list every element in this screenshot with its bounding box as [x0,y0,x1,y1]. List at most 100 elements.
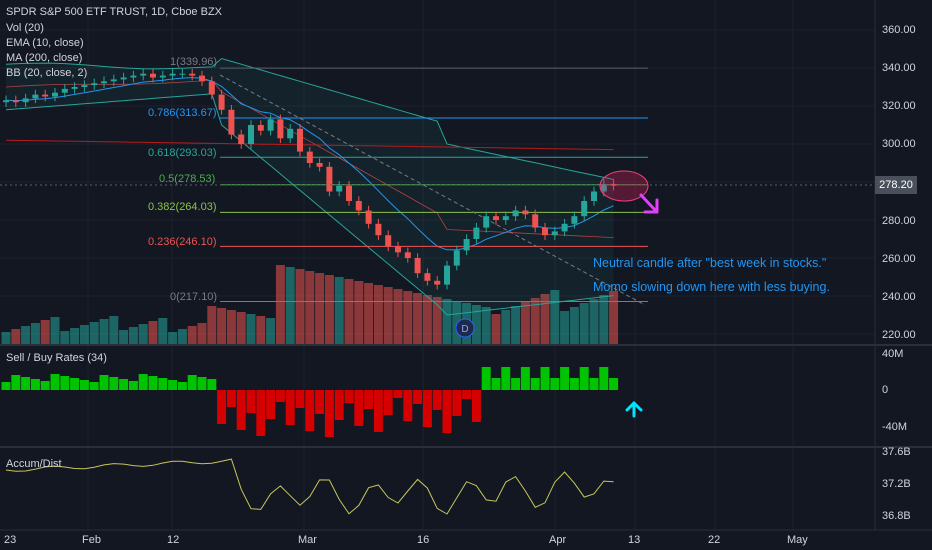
candle-body [581,201,588,217]
candle-body [571,216,578,224]
candle-body [502,216,509,220]
fib-label-0236: 0.236(246.10) [148,236,217,248]
sell-buy-bar [40,381,50,390]
volume-bar [138,324,148,344]
sell-buy-bar [89,382,99,390]
indicator-ema[interactable]: EMA (10, close) [6,37,84,49]
candle-body [561,223,568,232]
candle-body [395,246,401,253]
candle-body [297,128,303,152]
sell-buy-bar [109,377,119,390]
bollinger-upper-line [5,57,614,180]
sell-buy-bar [569,378,579,390]
sell-buy-bar [501,367,511,390]
candle-body [22,98,29,103]
sell-buy-bar [334,390,344,420]
sell-buy-bar [452,390,462,416]
candle-body [159,75,166,78]
ema10-line [5,77,614,251]
indicator-sell-buy[interactable]: Sell / Buy Rates (34) [6,352,107,364]
sell-buy-bar [471,390,481,422]
sell-buy-bar [246,390,256,413]
candle-body [532,214,539,228]
bollinger-band-fill [6,58,614,315]
annotation-momo-slowing[interactable]: Momo slowing down here with less buying. [593,280,830,294]
fib-trend-line [219,74,646,306]
symbol-title[interactable]: SPDR S&P 500 ETF TRUST, 1D, Cboe BZX [6,6,223,18]
time-tick: May [787,534,808,546]
indicator-bb[interactable]: BB (20, close, 2) [6,67,88,79]
candle-body [248,125,254,144]
volume-bar [226,310,236,344]
sell-buy-bar [177,382,187,390]
volume-bar [89,322,99,344]
candle-body [463,239,470,251]
sell-buy-bar [383,390,393,415]
sell-buy-bar [344,390,354,403]
volume-bar [285,267,295,344]
volume-bar [177,329,187,344]
volume-bar [599,295,609,344]
candle-body [140,73,147,76]
volume-bar [589,299,599,344]
candle-body [71,87,78,89]
dividend-badge: D [461,324,468,335]
sell-buy-bar [119,379,129,390]
volume-bars [1,265,619,344]
sell-buy-bar [589,378,599,390]
candle-body [551,231,558,236]
volume-bar [344,279,354,344]
indicator-vol[interactable]: Vol (20) [6,22,44,34]
volume-bar [21,326,31,344]
time-tick: Feb [82,534,101,546]
volume-bar [511,306,521,344]
price-tick: 300.00 [882,138,916,150]
candle-body [610,183,617,186]
candle-body [444,265,450,285]
sell-buy-bar [266,390,276,419]
sell-buy-bar [520,367,530,390]
sell-buy-bar [256,390,266,436]
volume-bar [432,297,442,344]
sell-buy-bar [315,390,325,414]
candle-body [52,92,58,97]
candle-body [326,166,333,192]
candle-body [267,119,274,131]
indicator-ma[interactable]: MA (200, close) [6,52,83,64]
candle-body [218,94,225,110]
price-tick: 360.00 [882,24,916,36]
volume-bar [609,291,619,344]
sell-buy-bar [413,390,423,404]
candle-body [434,280,441,285]
volume-bar [207,306,217,344]
candle-body [120,77,127,80]
time-tick: 12 [167,534,180,546]
candle-body [189,73,196,76]
sell-buy-bar [1,382,11,390]
annotation-neutral-candle[interactable]: Neutral candle after "best week in stock… [593,256,827,270]
sell-buy-bar [217,390,227,424]
sell-buy-bar [207,379,217,390]
volume-bar [393,289,403,344]
sell-buy-bar [560,367,570,390]
volume-bar [520,302,530,344]
price-tick: 280.00 [882,215,916,227]
candle-body [150,73,156,78]
candle-body [591,191,597,201]
volume-bar [413,293,423,344]
cyan-up-arrow [625,401,643,418]
volume-bar [40,320,50,344]
volume-bar [560,311,570,344]
volume-bar [334,277,344,344]
candle-body [61,88,68,93]
sell-buy-bar [364,390,374,409]
volume-bar [403,291,413,344]
candle-body [473,227,480,239]
sub-axis-tick: 0 [882,384,889,396]
sell-buy-bar [481,367,491,390]
indicator-accum-dist[interactable]: Accum/Dist [6,458,62,470]
fib-label-1: 1(339.96) [170,56,218,68]
dividend-badge-circle[interactable] [455,318,475,338]
time-tick: 22 [708,534,721,546]
